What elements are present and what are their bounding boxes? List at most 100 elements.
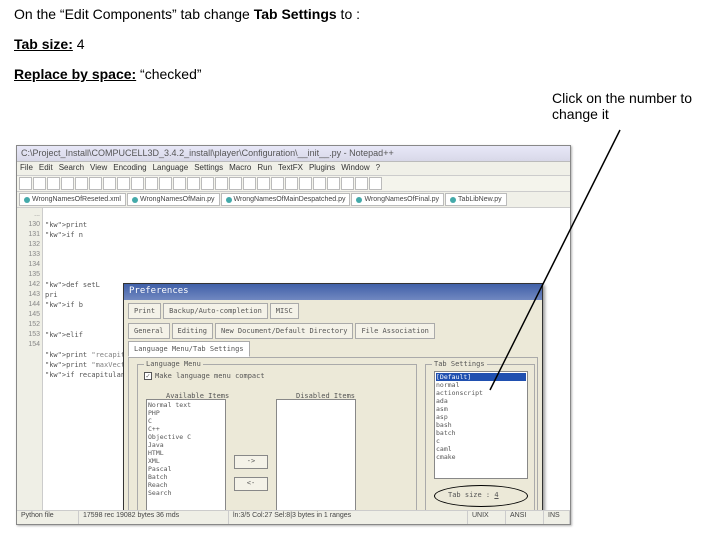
- status-ins: INS: [544, 511, 570, 524]
- groupbox-tab-settings: [Default]normalactionscriptadaasmaspbash…: [425, 364, 535, 510]
- toolbar-button[interactable]: [33, 177, 46, 190]
- menu-item[interactable]: Window: [341, 163, 369, 172]
- menu-item[interactable]: Plugins: [309, 163, 335, 172]
- list-item[interactable]: HTML: [148, 449, 224, 457]
- list-item[interactable]: caml: [436, 445, 526, 453]
- list-item[interactable]: Pascal: [148, 465, 224, 473]
- npp-toolbar[interactable]: [17, 176, 570, 192]
- toolbar-button[interactable]: [131, 177, 144, 190]
- tab-size-value-editable[interactable]: 4: [494, 491, 498, 499]
- list-item[interactable]: C: [148, 417, 224, 425]
- toolbar-button[interactable]: [173, 177, 186, 190]
- tab-size-row[interactable]: Tab size : 4: [448, 490, 499, 500]
- checkbox-icon[interactable]: [144, 372, 152, 380]
- toolbar-button[interactable]: [215, 177, 228, 190]
- toolbar-button[interactable]: [327, 177, 340, 190]
- npp-file-tabs[interactable]: WrongNamesOfReseted.xmlWrongNamesOfMain.…: [17, 192, 570, 208]
- file-tab[interactable]: WrongNamesOfReseted.xml: [19, 193, 126, 206]
- list-item-selected[interactable]: [Default]: [436, 373, 526, 381]
- list-item[interactable]: asp: [436, 413, 526, 421]
- list-item[interactable]: Java: [148, 441, 224, 449]
- pref-tab[interactable]: MISC: [270, 303, 299, 319]
- list-item[interactable]: Normal text: [148, 401, 224, 409]
- list-item[interactable]: Batch: [148, 473, 224, 481]
- menu-item[interactable]: ?: [376, 163, 380, 172]
- toolbar-button[interactable]: [257, 177, 270, 190]
- line-number: 133: [19, 250, 40, 260]
- instruction-line-2: Tab size: 4: [0, 26, 720, 56]
- file-tab[interactable]: WrongNamesOfMain.py: [127, 193, 220, 206]
- list-item[interactable]: Reach: [148, 481, 224, 489]
- toolbar-button[interactable]: [285, 177, 298, 190]
- list-item[interactable]: PHP: [148, 409, 224, 417]
- list-item[interactable]: C++: [148, 425, 224, 433]
- menu-item[interactable]: Encoding: [113, 163, 146, 172]
- move-right-button[interactable]: ->: [234, 455, 268, 469]
- menu-item[interactable]: TextFX: [278, 163, 303, 172]
- toolbar-button[interactable]: [271, 177, 284, 190]
- toolbar-button[interactable]: [341, 177, 354, 190]
- status-enc: ANSI: [506, 511, 544, 524]
- menu-item[interactable]: Search: [59, 163, 84, 172]
- toolbar-button[interactable]: [313, 177, 326, 190]
- list-item[interactable]: cmake: [436, 453, 526, 461]
- toolbar-button[interactable]: [117, 177, 130, 190]
- disabled-items-listbox[interactable]: [276, 399, 356, 510]
- move-left-button[interactable]: <-: [234, 477, 268, 491]
- file-tab[interactable]: WrongNamesOfFinal.py: [351, 193, 444, 206]
- tab-dot-icon: [450, 197, 456, 203]
- list-item[interactable]: asm: [436, 405, 526, 413]
- toolbar-button[interactable]: [89, 177, 102, 190]
- pref-tab[interactable]: Editing: [172, 323, 214, 339]
- npp-editor[interactable]: "kw">print"kw">if n "kw">def setL pri "k…: [43, 208, 570, 510]
- toolbar-button[interactable]: [47, 177, 60, 190]
- list-item[interactable]: c: [436, 437, 526, 445]
- line-number: 132: [19, 240, 40, 250]
- list-item[interactable]: batch: [436, 429, 526, 437]
- menu-item[interactable]: Edit: [39, 163, 53, 172]
- toolbar-button[interactable]: [229, 177, 242, 190]
- available-items-listbox[interactable]: Normal textPHPCC++Objective CJavaHTMLXML…: [146, 399, 226, 510]
- toolbar-button[interactable]: [355, 177, 368, 190]
- menu-item[interactable]: Settings: [194, 163, 223, 172]
- pref-tab-active[interactable]: Language Menu/Tab Settings: [128, 341, 250, 357]
- status-lang: Python file: [17, 511, 79, 524]
- line-number: 152: [19, 320, 40, 330]
- toolbar-button[interactable]: [61, 177, 74, 190]
- list-item[interactable]: XML: [148, 457, 224, 465]
- toolbar-button[interactable]: [145, 177, 158, 190]
- menu-item[interactable]: View: [90, 163, 107, 172]
- pref-tab[interactable]: Print: [128, 303, 161, 319]
- pref-tab[interactable]: General: [128, 323, 170, 339]
- list-item[interactable]: Search: [148, 489, 224, 497]
- menu-item[interactable]: Language: [153, 163, 189, 172]
- menu-item[interactable]: Run: [257, 163, 272, 172]
- menu-item[interactable]: Macro: [229, 163, 251, 172]
- list-item[interactable]: ada: [436, 397, 526, 405]
- list-item[interactable]: normal: [436, 381, 526, 389]
- pref-tab[interactable]: Backup/Auto-completion: [163, 303, 268, 319]
- list-item[interactable]: actionscript: [436, 389, 526, 397]
- toolbar-button[interactable]: [75, 177, 88, 190]
- toolbar-button[interactable]: [103, 177, 116, 190]
- preferences-tabs[interactable]: PrintBackup/Auto-completionMISC GeneralEd…: [124, 300, 542, 357]
- make-compact-row[interactable]: Make language menu compact: [138, 365, 416, 387]
- file-tab[interactable]: TabLibNew.py: [445, 193, 507, 206]
- toolbar-button[interactable]: [243, 177, 256, 190]
- status-counts: 17598 rec 19082 bytes 36 mds: [79, 511, 229, 524]
- list-item[interactable]: Objective C: [148, 433, 224, 441]
- toolbar-button[interactable]: [201, 177, 214, 190]
- toolbar-button[interactable]: [159, 177, 172, 190]
- toolbar-button[interactable]: [299, 177, 312, 190]
- toolbar-button[interactable]: [19, 177, 32, 190]
- tab-settings-listbox[interactable]: [Default]normalactionscriptadaasmaspbash…: [434, 371, 528, 479]
- menu-item[interactable]: File: [20, 163, 33, 172]
- list-item[interactable]: bash: [436, 421, 526, 429]
- npp-statusbar: Python file 17598 rec 19082 bytes 36 mds…: [17, 510, 570, 524]
- toolbar-button[interactable]: [369, 177, 382, 190]
- npp-menubar[interactable]: File Edit Search View Encoding Language Settin…: [17, 162, 570, 176]
- file-tab[interactable]: WrongNamesOfMainDespatched.py: [221, 193, 351, 206]
- pref-tab[interactable]: File Association: [355, 323, 434, 339]
- toolbar-button[interactable]: [187, 177, 200, 190]
- pref-tab[interactable]: New Document/Default Directory: [215, 323, 353, 339]
